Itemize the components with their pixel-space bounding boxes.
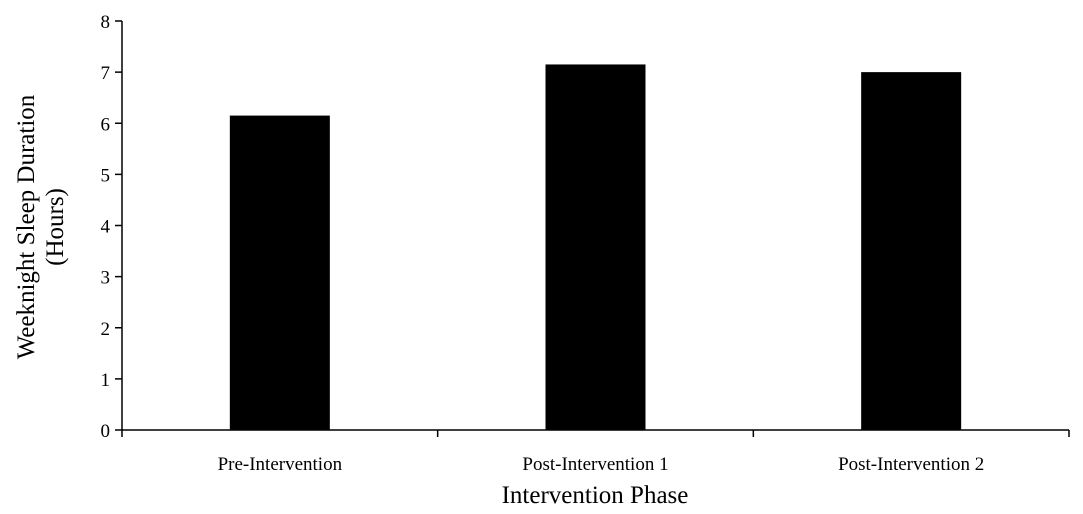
y-tick-label: 4 <box>101 217 111 238</box>
bar-pre-intervention <box>229 115 330 431</box>
plot-area: 0 1 2 3 4 5 6 7 8 Pre-Intervention Post-Intervent… <box>101 12 1070 475</box>
bar-post-intervention-2 <box>861 72 962 430</box>
y-tick-label: 8 <box>101 12 111 33</box>
y-tick-label: 5 <box>101 165 111 186</box>
y-axis-title: Weeknight Sleep Duration (Hours) <box>13 94 69 359</box>
y-tick-label: 2 <box>101 319 111 340</box>
y-tick-label: 1 <box>101 370 111 391</box>
x-tick-label: Pre-Intervention <box>218 454 343 475</box>
bar-post-intervention-1 <box>545 64 646 431</box>
y-ticks: 0 1 2 3 4 5 6 7 8 <box>101 12 122 442</box>
x-ticks: Pre-Intervention Post-Intervention 1 Post-… <box>121 430 1070 475</box>
x-tick-label: Post-Intervention 1 <box>522 454 668 475</box>
x-axis-title: Intervention Phase <box>502 482 689 509</box>
y-axis-title-line-2: (Hours) <box>42 188 69 266</box>
y-tick-label: 7 <box>101 63 111 84</box>
bars <box>229 64 962 431</box>
y-tick-label: 6 <box>101 114 111 135</box>
y-tick-label: 3 <box>101 268 111 289</box>
x-tick-label: Post-Intervention 2 <box>838 454 984 475</box>
y-axis-title-line-1: Weeknight Sleep Duration <box>13 94 40 359</box>
y-tick-label: 0 <box>101 421 111 442</box>
